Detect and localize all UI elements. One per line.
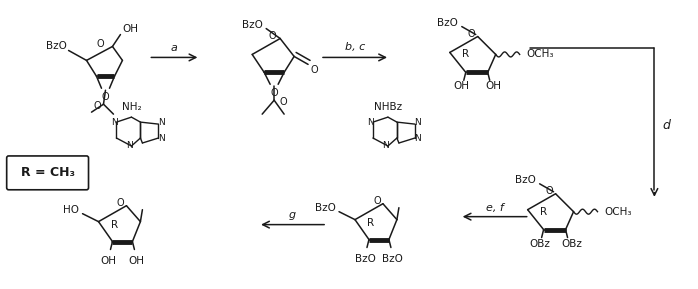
Text: HO: HO bbox=[63, 205, 79, 215]
Text: N: N bbox=[158, 118, 165, 127]
Text: BzO: BzO bbox=[383, 254, 403, 264]
Text: NHBz: NHBz bbox=[374, 102, 402, 112]
Text: g: g bbox=[288, 210, 296, 220]
Text: OBz: OBz bbox=[561, 238, 582, 249]
Text: R: R bbox=[540, 207, 547, 217]
Text: OH: OH bbox=[486, 81, 502, 91]
Text: N: N bbox=[126, 142, 133, 151]
Text: OH: OH bbox=[128, 256, 144, 266]
Text: e, f: e, f bbox=[486, 203, 503, 213]
Text: O: O bbox=[546, 186, 554, 196]
Text: O: O bbox=[97, 40, 104, 49]
Text: d: d bbox=[662, 118, 670, 131]
Text: O: O bbox=[279, 97, 287, 107]
Text: BzO: BzO bbox=[242, 20, 262, 29]
Text: O: O bbox=[117, 198, 124, 208]
Text: BzO: BzO bbox=[515, 175, 536, 185]
Text: O: O bbox=[268, 31, 276, 40]
Text: OH: OH bbox=[122, 24, 138, 34]
FancyBboxPatch shape bbox=[7, 156, 89, 190]
Text: OCH₃: OCH₃ bbox=[604, 207, 632, 217]
Text: R = CH₃: R = CH₃ bbox=[21, 166, 75, 179]
Text: N: N bbox=[415, 118, 421, 127]
Text: O: O bbox=[468, 29, 475, 38]
Text: BzO: BzO bbox=[438, 18, 459, 27]
Text: NH₂: NH₂ bbox=[121, 102, 141, 112]
Text: O: O bbox=[310, 65, 318, 75]
Text: N: N bbox=[158, 134, 165, 142]
Text: O: O bbox=[270, 88, 278, 98]
Text: OH: OH bbox=[454, 81, 470, 91]
Text: N: N bbox=[111, 118, 118, 127]
Text: OBz: OBz bbox=[529, 238, 550, 249]
Text: OH: OH bbox=[101, 256, 117, 266]
Text: R: R bbox=[462, 49, 469, 60]
Text: b, c: b, c bbox=[345, 42, 365, 53]
Text: BzO: BzO bbox=[46, 42, 67, 51]
Text: N: N bbox=[383, 142, 389, 151]
Text: O: O bbox=[373, 196, 380, 206]
Text: OCH₃: OCH₃ bbox=[527, 49, 554, 60]
Text: O: O bbox=[102, 92, 110, 102]
Text: O: O bbox=[94, 101, 101, 111]
Text: N: N bbox=[415, 134, 421, 142]
Text: N: N bbox=[368, 118, 374, 127]
Text: R: R bbox=[367, 218, 375, 228]
Text: BzO: BzO bbox=[355, 254, 376, 264]
Text: a: a bbox=[171, 43, 178, 53]
Text: R: R bbox=[111, 220, 118, 230]
Text: BzO: BzO bbox=[315, 203, 336, 213]
